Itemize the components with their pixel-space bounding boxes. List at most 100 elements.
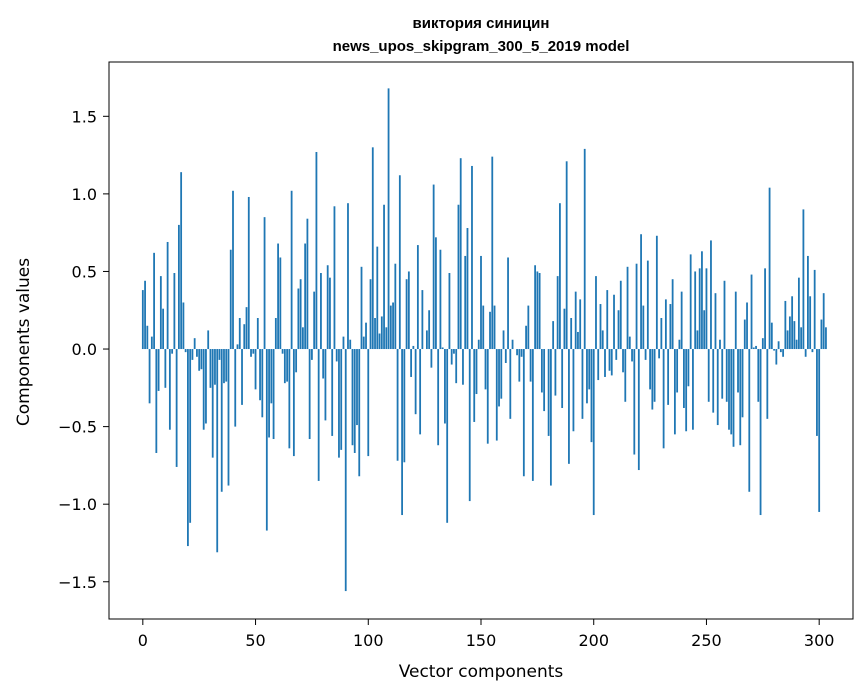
bar <box>797 277 800 350</box>
bar <box>698 268 701 350</box>
bar <box>407 271 410 350</box>
bar <box>680 291 683 350</box>
bar <box>347 203 349 350</box>
bar <box>446 349 449 523</box>
bar <box>168 349 171 430</box>
bar <box>561 349 564 408</box>
bar <box>597 349 600 381</box>
bar <box>358 349 361 477</box>
bar <box>329 277 331 350</box>
bar <box>495 349 498 441</box>
bar <box>453 349 455 354</box>
bar <box>196 349 198 357</box>
bar <box>777 341 780 350</box>
bar <box>419 349 422 435</box>
bar <box>428 310 431 350</box>
bar <box>507 257 509 350</box>
bar <box>432 184 435 350</box>
bar <box>741 349 744 418</box>
bar <box>701 251 703 350</box>
bar <box>543 349 546 412</box>
bar <box>471 165 473 350</box>
bar <box>288 349 291 449</box>
x-tick-label: 300 <box>804 631 835 650</box>
bar <box>723 280 726 350</box>
bar <box>622 349 624 373</box>
bar <box>333 206 336 350</box>
bar <box>807 255 809 350</box>
bar <box>563 308 566 350</box>
bar <box>455 349 458 384</box>
bar <box>308 349 311 440</box>
bar <box>349 339 352 350</box>
bar <box>493 305 496 350</box>
bar <box>719 339 721 350</box>
bar <box>737 349 739 393</box>
bar <box>187 349 189 547</box>
bar <box>547 349 550 436</box>
bar <box>241 349 243 405</box>
bar <box>164 349 167 388</box>
bar <box>540 349 543 393</box>
bar <box>211 349 214 458</box>
bar <box>761 338 764 350</box>
bar <box>504 349 507 363</box>
y-axis-label: Components values <box>14 258 34 426</box>
bar <box>166 241 169 350</box>
bar <box>662 349 665 449</box>
bar <box>466 228 469 350</box>
bar <box>141 290 144 350</box>
bar <box>232 190 234 350</box>
bar <box>376 246 379 350</box>
bar <box>356 349 358 426</box>
bar <box>146 325 149 350</box>
bar <box>739 349 742 446</box>
x-tick-label: 250 <box>691 631 722 650</box>
bar <box>568 349 570 464</box>
bar <box>669 304 672 350</box>
bar <box>304 243 307 350</box>
bar <box>234 349 237 427</box>
bar <box>371 147 374 350</box>
bar <box>223 349 225 384</box>
bar <box>617 310 620 350</box>
bar <box>392 302 394 350</box>
bar <box>389 305 392 350</box>
bar <box>795 339 798 350</box>
bar <box>509 349 512 419</box>
bar <box>335 349 338 362</box>
bar <box>613 294 615 350</box>
bar <box>225 349 228 382</box>
bar <box>180 172 183 350</box>
bar <box>238 318 241 350</box>
bar <box>800 327 803 350</box>
x-tick-label: 100 <box>353 631 384 650</box>
bar <box>534 265 537 350</box>
bar <box>416 245 419 350</box>
bar <box>155 349 158 453</box>
bar <box>804 349 807 357</box>
bar <box>572 349 575 432</box>
bar <box>619 280 622 350</box>
bar <box>191 349 194 360</box>
bar <box>775 349 778 365</box>
bar <box>457 204 460 350</box>
bar <box>283 349 286 384</box>
bar <box>728 349 730 430</box>
bar <box>209 349 212 388</box>
x-tick-label: 50 <box>245 631 265 650</box>
bar <box>480 255 482 350</box>
bar <box>430 349 433 368</box>
bar <box>150 336 153 350</box>
bar <box>646 260 649 350</box>
bar <box>590 349 593 443</box>
bar <box>811 349 814 353</box>
bar <box>184 349 187 353</box>
bar <box>462 349 464 385</box>
bar <box>340 349 343 450</box>
bar <box>385 327 388 350</box>
bar <box>525 325 527 350</box>
bar <box>448 273 451 350</box>
bar <box>171 349 174 354</box>
bar <box>414 349 417 415</box>
